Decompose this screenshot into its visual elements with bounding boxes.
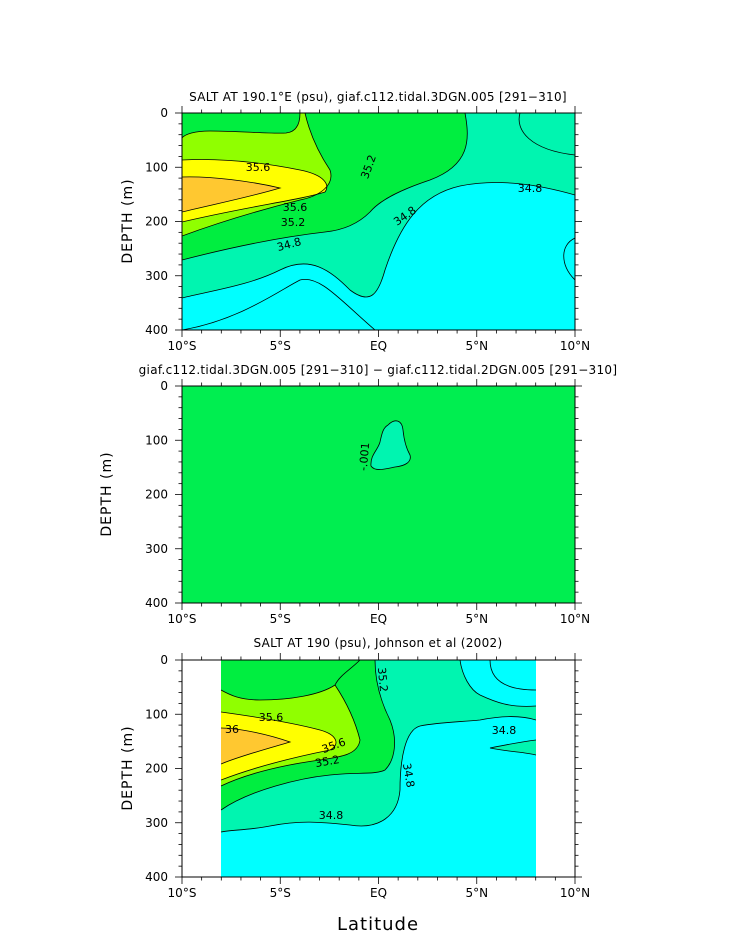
panel-1-ylabel: DEPTH (m) [120,178,136,263]
x-tick-label: EQ [370,886,387,900]
panel-1-axes: 10°S 5°S EQ 5°N 10°N 0 100 200 300 400 [145,106,590,353]
x-tick-label: 5°S [270,339,291,353]
x-tick-label: 5°N [465,886,488,900]
contour-line [489,739,536,756]
panel-2-ylabel: DEPTH (m) [99,451,115,536]
y-tick-label: 300 [145,269,168,283]
panel-2-title: giaf.c112.tidal.3DGN.005 [291−310] − gia… [139,363,618,377]
panel-1-field [182,113,575,330]
contour-label: 34.8 [492,724,517,737]
x-tick-label: 10°S [168,339,197,353]
contour-line [221,711,337,781]
diff-background [182,386,575,603]
contour-line [489,660,536,691]
contour-line [182,113,332,237]
fill-36.4-above [182,176,280,212]
x-tick-label: 10°S [168,612,197,626]
x-tick-label: 10°S [168,886,197,900]
contour-label: 36 [225,723,239,736]
contour-line [182,182,575,299]
contour-label: 34.8 [319,809,344,822]
y-tick-label: 200 [145,215,168,229]
panel-2-field [182,386,575,603]
contour-line [182,278,376,330]
contour-label: -.001 [357,442,372,471]
contour-line [221,660,361,787]
fill-upper-patch [182,113,300,138]
contour-label: 35.6 [259,711,284,724]
contour-label: 35.2 [375,667,390,693]
contour-label: 35.2 [281,216,306,229]
panel-3-title: SALT AT 190 (psu), Johnson et al (2002) [254,636,503,650]
panel-3-field [221,660,536,877]
x-tick-label: 5°N [465,612,488,626]
panel-1: SALT AT 190.1°E (psu), giaf.c112.tidal.3… [120,90,590,353]
contour-line [182,113,301,139]
contour-line [182,159,328,223]
y-tick-label: 200 [145,762,168,776]
y-tick-label: 300 [145,542,168,556]
contour-line [563,237,575,281]
y-tick-label: 400 [145,596,168,610]
x-tick-label: 5°S [270,612,291,626]
x-tick-label: EQ [370,339,387,353]
y-tick-label: 200 [145,488,168,502]
contour-label: 34.8 [276,235,303,254]
contour-line [370,420,411,470]
contour-label: 34.8 [400,762,417,788]
fill-36.0-36.4 [221,712,336,780]
x-tick-label: 10°N [560,886,590,900]
contour-line [459,660,536,707]
x-tick-label: 5°N [465,339,488,353]
contour-line [221,727,292,765]
panel-3-ylabel: DEPTH (m) [120,725,136,810]
y-tick-label: 0 [160,653,168,667]
y-tick-label: 400 [145,323,168,337]
fill-northeast-patch [490,740,536,755]
y-tick-label: 300 [145,816,168,830]
y-tick-label: 100 [145,433,168,447]
y-tick-label: 100 [145,160,168,174]
panel-1-title: SALT AT 190.1°E (psu), giaf.c112.tidal.3… [189,90,567,104]
contour-line [221,660,395,811]
panel-2: giaf.c112.tidal.3DGN.005 [291−310] − gia… [99,363,617,626]
x-tick-label: 5°S [270,886,291,900]
y-tick-label: 0 [160,106,168,120]
panel-3: SALT AT 190 (psu), Johnson et al (2002) … [120,636,590,935]
y-tick-label: 100 [145,707,168,721]
panel-3-axes: 10°S 5°S EQ 5°N 10°N 0 100 200 300 400 [145,653,590,900]
x-tick-label: EQ [370,612,387,626]
y-tick-label: 400 [145,870,168,884]
contour-label: 35.6 [283,201,308,214]
contour-label: 35.6 [246,161,271,174]
contour-line [518,113,575,156]
contour-label: 34.8 [518,182,543,195]
x-tick-label: 10°N [560,612,590,626]
diff-blob [370,420,411,470]
contour-label: 35.2 [314,753,340,770]
contour-line [221,684,336,701]
y-tick-label: 0 [160,379,168,393]
contour-line [182,176,282,213]
contour-line [182,113,468,261]
x-axis-label: Latitude [337,914,419,935]
contour-line [221,716,536,833]
panel-2-axes: 10°S 5°S EQ 5°N 10°N 0 100 200 300 400 [145,379,590,626]
x-tick-label: 10°N [560,339,590,353]
